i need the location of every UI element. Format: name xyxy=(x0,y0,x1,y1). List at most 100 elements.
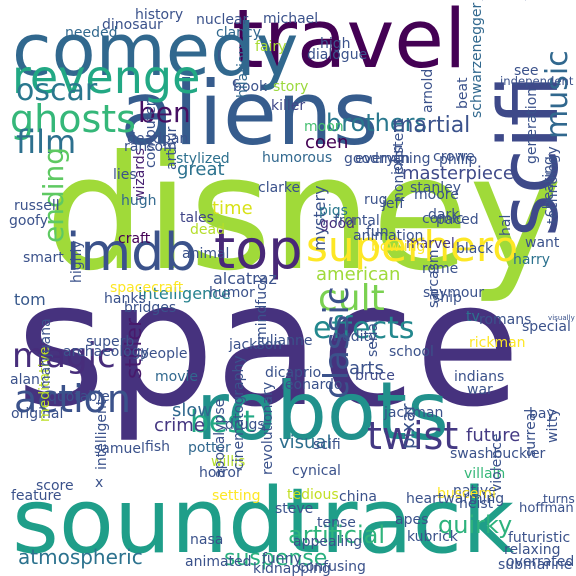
cloud-word: war xyxy=(467,382,493,398)
cloud-word: relaxing xyxy=(504,542,561,558)
cloud-word: generation xyxy=(524,87,540,164)
cloud-word: alcatraz xyxy=(213,269,277,288)
cloud-word: overrated xyxy=(506,554,575,570)
cloud-word: horror xyxy=(199,465,242,481)
cloud-word: dialogue xyxy=(307,47,368,63)
cloud-word: hoffman xyxy=(519,501,574,516)
cloud-word: slow xyxy=(172,400,213,421)
cloud-word: jeff xyxy=(382,196,405,212)
cloud-word: original xyxy=(11,406,64,422)
cloud-word: jackson xyxy=(229,337,283,353)
cloud-word: rickman xyxy=(469,335,526,351)
cloud-word: killer xyxy=(271,98,306,114)
cloud-word: l xyxy=(217,49,221,65)
cloud-word: book xyxy=(233,79,268,95)
cloud-word: independent xyxy=(500,74,574,88)
cloud-word: dark xyxy=(428,207,460,223)
cloud-word: alan xyxy=(10,372,40,388)
cloud-word: deadpan xyxy=(127,131,189,147)
cloud-word: villain xyxy=(464,466,506,482)
cloud-word: artificial xyxy=(288,521,386,549)
cloud-word: heist xyxy=(459,496,494,512)
cloud-word: space xyxy=(16,244,521,445)
cloud-word: everything xyxy=(355,151,431,167)
cloud-word: seymour xyxy=(423,285,485,301)
cloud-word: superhero xyxy=(306,222,519,271)
cloud-word: harry xyxy=(513,252,551,268)
cloud-word: masterpiece xyxy=(402,163,514,184)
cloud-word: craft xyxy=(118,231,151,247)
cloud-word: tv xyxy=(466,309,480,325)
cloud-word: steve xyxy=(275,501,314,517)
cloud-word: visual xyxy=(279,432,332,453)
cloud-word: tedious xyxy=(287,487,339,503)
cloud-word: atmospheric xyxy=(18,545,143,569)
cloud-word: samuel xyxy=(94,441,145,457)
cloud-word: frontal xyxy=(334,213,380,229)
cloud-word: jackman xyxy=(384,405,444,421)
cloud-word: humorous xyxy=(262,150,333,166)
cloud-word: want xyxy=(525,235,560,251)
cloud-word: score xyxy=(36,478,74,494)
cloud-word: bay xyxy=(529,406,555,422)
cloud-word: native xyxy=(453,483,497,499)
cloud-word: effects xyxy=(313,311,415,346)
cloud-word: michael xyxy=(263,11,319,27)
cloud-word: tense xyxy=(317,515,356,531)
cloud-word: ransom xyxy=(124,139,177,155)
cloud-word: needed xyxy=(65,25,118,41)
cloud-word: buscemi xyxy=(437,486,496,502)
cloud-word: goofy xyxy=(9,213,48,229)
cloud-word: russell xyxy=(14,198,60,214)
cloud-word: quirky xyxy=(438,511,513,539)
cloud-word: willis xyxy=(211,454,246,470)
cloud-word: aliens xyxy=(120,62,379,165)
cloud-word: heartwarming xyxy=(406,491,505,507)
cloud-word: schwarzenegger xyxy=(469,2,485,118)
cloud-word: submarine xyxy=(498,557,573,573)
cloud-word: funny xyxy=(262,551,302,567)
cloud-word: mindfuck xyxy=(254,275,270,340)
cloud-word: tales xyxy=(180,210,214,226)
cloud-word: revenge xyxy=(12,50,201,104)
cloud-word: c xyxy=(232,75,240,91)
cloud-word: animation xyxy=(353,228,424,244)
cloud-word: potter xyxy=(188,440,231,456)
cloud-word: future xyxy=(466,425,521,446)
cloud-word: twist xyxy=(367,414,459,458)
cloud-word: intelligent xyxy=(94,399,110,470)
cloud-word: music xyxy=(540,50,575,139)
cloud-word: nasa xyxy=(190,532,224,548)
cloud-word: soundtrack xyxy=(12,469,515,574)
cloud-word: apocalypse xyxy=(212,398,228,478)
cloud-word: brothers xyxy=(326,109,428,137)
cloud-word: stanley xyxy=(410,180,462,196)
cloud-word: smart xyxy=(23,250,64,266)
cloud-word: good xyxy=(320,216,355,232)
cloud-word: beat xyxy=(455,77,471,109)
cloud-word: american xyxy=(316,264,401,285)
cloud-word: magic xyxy=(12,336,116,376)
cloud-word: kubrick xyxy=(407,529,458,545)
cloud-word: hugh xyxy=(121,193,157,209)
cloud-word: hal xyxy=(498,214,514,236)
cloud-word: disney xyxy=(45,122,563,306)
cloud-word: imdb xyxy=(66,223,198,283)
cloud-word: dead xyxy=(190,222,225,238)
cloud-word: humor xyxy=(209,285,255,301)
cloud-word: crime xyxy=(154,415,205,436)
cloud-word: paced xyxy=(436,212,479,228)
cloud-word: marijuana xyxy=(38,318,54,389)
cloud-word: cinematography xyxy=(231,355,247,470)
cloud-word: school xyxy=(389,344,434,360)
cloud-word: spacecraft xyxy=(110,280,184,296)
cloud-word: archaeology xyxy=(63,344,149,360)
cloud-word: clarke xyxy=(258,180,301,196)
cloud-word: highly xyxy=(69,240,85,283)
cloud-word: appealing xyxy=(293,534,363,550)
cloud-word: ship xyxy=(433,290,462,306)
cloud-word: animated xyxy=(185,554,252,570)
cloud-word: witty xyxy=(545,408,561,443)
cloud-word: time xyxy=(212,198,253,219)
cloud-word: philosophical xyxy=(526,0,527,1)
